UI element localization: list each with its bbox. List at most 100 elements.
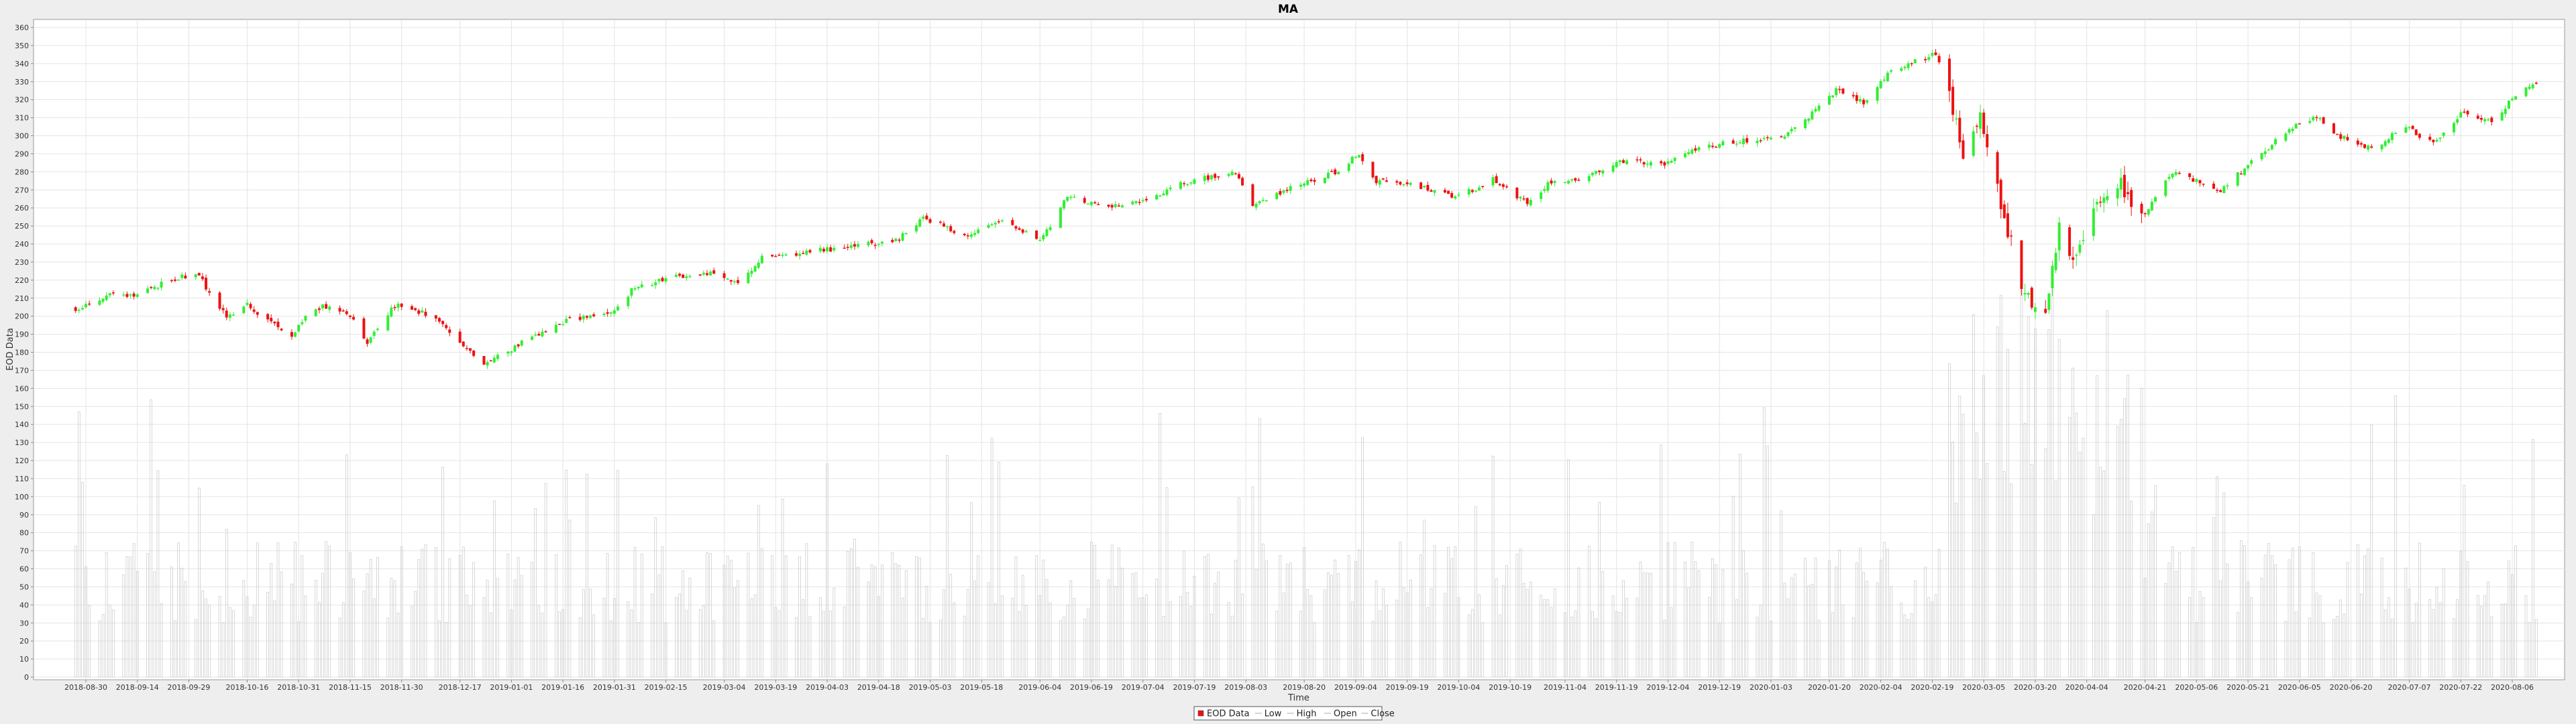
volume-bar — [2274, 564, 2277, 678]
volume-bar — [2119, 419, 2123, 678]
volume-bar — [953, 603, 956, 678]
candle-down — [2140, 204, 2143, 214]
volume-bar — [434, 547, 437, 678]
volume-bar — [1910, 613, 1913, 678]
volume-bar — [2418, 542, 2421, 678]
candle-up — [915, 225, 918, 232]
candle-up — [633, 288, 637, 290]
candle-up — [314, 309, 317, 316]
candlestick-series — [74, 49, 2538, 369]
candle-down — [2322, 117, 2325, 124]
candle-down — [678, 274, 682, 276]
candle-up — [2267, 149, 2270, 151]
x-axis-label: Time — [1287, 693, 1309, 703]
volume-bar — [1207, 554, 1210, 678]
volume-bar — [637, 622, 640, 678]
volume-bar — [328, 546, 331, 678]
volume-bar — [513, 579, 517, 678]
volume-bar — [2188, 597, 2191, 678]
candle-up — [2119, 178, 2123, 190]
candle-up — [753, 266, 757, 272]
volume-bar — [1444, 593, 1446, 678]
candle-down — [411, 306, 414, 310]
x-tick-label: 2019-01-31 — [593, 683, 636, 692]
candle-down — [1447, 190, 1450, 194]
candle-down — [362, 318, 366, 339]
candle-up — [2408, 127, 2411, 129]
x-tick-label: 2020-05-06 — [2175, 683, 2218, 692]
candle-up — [1587, 176, 1591, 182]
volume-bar — [1227, 602, 1230, 678]
volume-bar — [205, 598, 207, 678]
y-tick-label: 340 — [15, 60, 29, 68]
candle-down — [2463, 111, 2466, 113]
candle-up — [616, 306, 619, 310]
candle-down — [325, 304, 328, 309]
candle-up — [609, 312, 612, 314]
volume-bar — [2288, 559, 2291, 678]
candle-up — [506, 351, 510, 354]
volume-bar — [2500, 603, 2504, 678]
candle-up — [246, 302, 249, 305]
volume-bar — [246, 597, 249, 678]
volume-bar — [362, 591, 366, 678]
volume-bar — [1739, 454, 1741, 678]
volume-bar — [2391, 618, 2394, 678]
volume-bar — [1378, 610, 1381, 678]
candle-up — [1086, 203, 1089, 205]
volume-bar — [2343, 613, 2346, 678]
volume-bar — [544, 483, 547, 678]
candle-down — [592, 314, 596, 316]
candle-down — [2479, 117, 2483, 120]
volume-bar — [922, 617, 925, 678]
candle-down — [1011, 220, 1014, 225]
volume-bar — [1138, 597, 1141, 678]
candle-down — [482, 355, 486, 365]
candle-up — [1913, 59, 1917, 64]
legend-label: High — [1297, 709, 1317, 719]
candle-up — [1131, 201, 1134, 204]
volume-bar — [2383, 609, 2387, 678]
volume-bar — [301, 555, 304, 678]
candle-up — [180, 274, 184, 278]
candle-up — [1563, 182, 1566, 184]
volume-bar — [1876, 583, 1879, 678]
candle-up — [1649, 162, 1652, 166]
candle-down — [2202, 183, 2205, 185]
volume-bar — [1381, 588, 1385, 678]
y-tick-label: 10 — [19, 655, 29, 664]
volume-bar — [2511, 574, 2514, 678]
volume-bar — [1746, 572, 1748, 678]
x-tick-label: 2019-04-03 — [806, 683, 849, 692]
candle-up — [421, 310, 424, 313]
volume-bar — [1543, 599, 1546, 678]
y-tick-label: 140 — [15, 420, 29, 429]
volume-bar — [2044, 448, 2047, 678]
candle-up — [1045, 229, 1049, 236]
volume-bar — [2164, 583, 2167, 678]
candle-down — [544, 331, 547, 333]
candle-down — [537, 334, 541, 336]
candle-down — [2219, 190, 2222, 192]
volume-bar — [805, 543, 808, 678]
candle-down — [1481, 186, 1485, 188]
volume-bar — [1550, 607, 1553, 678]
volume-bar — [492, 500, 496, 678]
volume-bar — [733, 587, 736, 678]
volume-bar — [891, 552, 894, 678]
candle-up — [1474, 190, 1477, 192]
candle-down — [1838, 88, 1841, 90]
candle-down — [2298, 123, 2301, 125]
volume-bar — [1447, 546, 1450, 678]
volume-bar — [1371, 621, 1375, 678]
volume-bar — [1179, 596, 1182, 678]
volume-bar — [2216, 476, 2218, 678]
candle-down — [777, 255, 781, 256]
volume-bar — [657, 575, 661, 678]
candle-down — [1419, 182, 1423, 189]
candle-down — [225, 310, 228, 318]
candle-up — [2284, 133, 2288, 141]
volume-bar — [822, 611, 825, 678]
candle-up — [2247, 165, 2250, 169]
candle-up — [1553, 180, 1556, 183]
